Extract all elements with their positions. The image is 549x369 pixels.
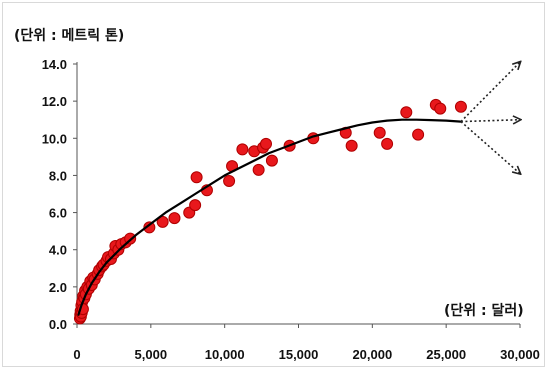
data-point — [412, 128, 425, 141]
chart-frame — [2, 2, 545, 367]
data-point — [143, 221, 156, 234]
data-point — [168, 212, 181, 225]
y-tick-label: 2.0 — [49, 280, 67, 295]
data-point — [381, 137, 394, 150]
data-point — [190, 171, 203, 184]
x-tick-label: 10,000 — [205, 347, 245, 362]
y-tick-label: 4.0 — [49, 243, 67, 258]
data-point — [236, 143, 249, 156]
y-tick-label: 6.0 — [49, 206, 67, 221]
data-point — [252, 163, 265, 176]
x-tick-label: 30,000 — [500, 347, 540, 362]
data-point — [189, 199, 202, 212]
y-tick-label: 14.0 — [42, 57, 67, 72]
trend-line — [77, 118, 462, 316]
y-tick-label: 0.0 — [49, 317, 67, 332]
projection-arrow — [460, 120, 520, 174]
y-tick-label: 10.0 — [42, 131, 67, 146]
projection-arrow — [460, 120, 520, 122]
data-point — [454, 100, 467, 113]
y-tick-label: 8.0 — [49, 168, 67, 183]
x-tick-label: 25,000 — [426, 347, 466, 362]
x-tick-label: 15,000 — [279, 347, 319, 362]
data-point — [223, 175, 236, 187]
data-point — [260, 137, 273, 150]
data-point — [400, 106, 413, 119]
data-point — [373, 126, 386, 139]
y-tick-label: 12.0 — [42, 94, 67, 109]
data-point — [434, 102, 447, 115]
x-tick-label: 0 — [73, 347, 80, 362]
projection-arrow — [460, 62, 520, 123]
x-tick-label: 5,000 — [135, 347, 168, 362]
y-unit-label: (단위 : 메트릭 톤) — [14, 28, 125, 44]
data-point — [265, 154, 278, 167]
x-tick-label: 20,000 — [352, 347, 392, 362]
data-point — [156, 215, 169, 228]
data-point — [345, 139, 358, 152]
x-unit-label: (단위 : 달러) — [444, 303, 524, 319]
